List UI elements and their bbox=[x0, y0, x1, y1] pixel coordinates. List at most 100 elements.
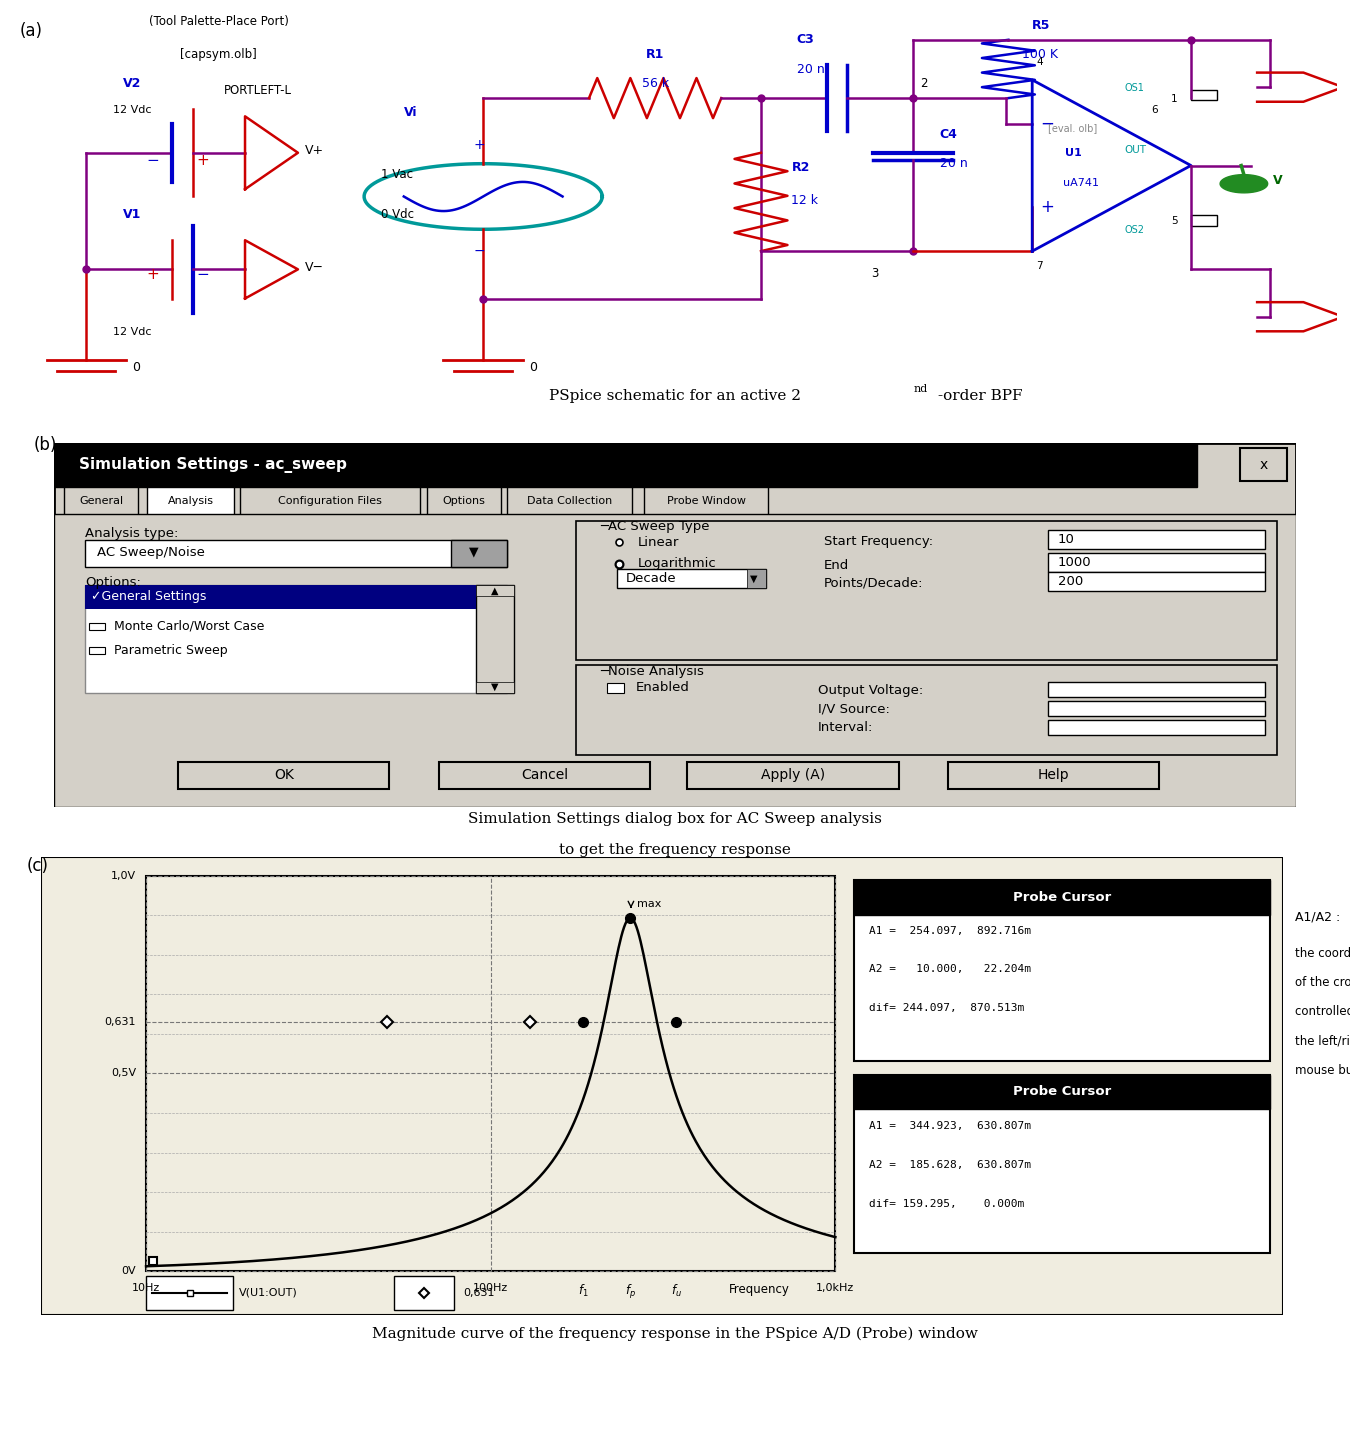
Text: ─Noise Analysis: ─Noise Analysis bbox=[601, 666, 705, 679]
Text: 12 Vdc: 12 Vdc bbox=[113, 104, 151, 114]
Text: Frequency: Frequency bbox=[729, 1283, 790, 1296]
Text: 1 Vac: 1 Vac bbox=[381, 169, 413, 181]
Text: dif= 244.097,  870.513m: dif= 244.097, 870.513m bbox=[869, 1003, 1025, 1013]
Bar bbox=[240, 487, 420, 516]
Text: the left/right: the left/right bbox=[1295, 1035, 1350, 1047]
Text: Parametric Sweep: Parametric Sweep bbox=[113, 644, 227, 657]
Text: PORTLEFT-L: PORTLEFT-L bbox=[224, 84, 292, 97]
Text: 1,0kHz: 1,0kHz bbox=[817, 1283, 855, 1293]
Bar bbox=[1191, 90, 1218, 100]
Text: A1/A2 :: A1/A2 : bbox=[1295, 910, 1341, 923]
Text: 0,631: 0,631 bbox=[105, 1016, 136, 1026]
Text: V+: V+ bbox=[305, 144, 324, 157]
Bar bbox=[477, 584, 513, 693]
Text: PSpice schematic for an active 2: PSpice schematic for an active 2 bbox=[549, 389, 801, 403]
Bar bbox=[85, 584, 477, 609]
Text: 0,5V: 0,5V bbox=[111, 1069, 136, 1079]
Text: (a): (a) bbox=[20, 21, 43, 40]
Text: [capsym.olb]: [capsym.olb] bbox=[180, 49, 256, 61]
Text: 5: 5 bbox=[1170, 216, 1177, 226]
Text: V2: V2 bbox=[123, 77, 142, 90]
Bar bbox=[1048, 553, 1265, 573]
Text: A2 =   10.000,   22.204m: A2 = 10.000, 22.204m bbox=[869, 965, 1031, 975]
Text: 10: 10 bbox=[1057, 533, 1075, 546]
Text: Output Voltage:: Output Voltage: bbox=[818, 683, 923, 696]
Bar bbox=[146, 1276, 234, 1310]
Text: $f_1$: $f_1$ bbox=[578, 1283, 589, 1299]
Text: x: x bbox=[1260, 457, 1268, 472]
Bar bbox=[855, 880, 1270, 1060]
Text: OS2: OS2 bbox=[1125, 224, 1145, 234]
Text: 200: 200 bbox=[1057, 574, 1083, 587]
Text: 12 k: 12 k bbox=[791, 194, 818, 207]
Text: I/V Source:: I/V Source: bbox=[818, 703, 890, 716]
Text: (c): (c) bbox=[27, 857, 49, 876]
Text: V(U1:OUT): V(U1:OUT) bbox=[239, 1288, 298, 1298]
Text: Options:: Options: bbox=[85, 576, 140, 589]
Bar bbox=[147, 487, 234, 516]
Text: uA741: uA741 bbox=[1062, 177, 1099, 187]
Text: 4: 4 bbox=[1037, 57, 1042, 67]
Text: C4: C4 bbox=[940, 129, 957, 141]
Text: mouse button: mouse button bbox=[1295, 1065, 1350, 1077]
Bar bbox=[1048, 720, 1265, 735]
Text: OS1: OS1 bbox=[1125, 83, 1145, 93]
Text: the coordinate: the coordinate bbox=[1295, 947, 1350, 960]
Text: of the cross cursor: of the cross cursor bbox=[1295, 976, 1350, 989]
Text: 7: 7 bbox=[1037, 262, 1042, 272]
Text: 0: 0 bbox=[132, 362, 140, 374]
Text: 2: 2 bbox=[919, 77, 927, 90]
Text: 1,0V: 1,0V bbox=[111, 870, 136, 880]
Bar bbox=[575, 522, 1277, 660]
Bar bbox=[394, 1276, 454, 1310]
Text: 100 K: 100 K bbox=[1022, 49, 1057, 61]
Text: Enabled: Enabled bbox=[636, 682, 688, 694]
Text: Analysis: Analysis bbox=[167, 496, 213, 506]
Bar bbox=[606, 683, 624, 693]
Bar bbox=[1048, 682, 1265, 697]
Text: −: − bbox=[474, 244, 486, 259]
Text: −: − bbox=[1040, 114, 1054, 133]
Text: U1: U1 bbox=[1065, 149, 1083, 159]
Text: Probe Window: Probe Window bbox=[667, 496, 745, 506]
Text: (b): (b) bbox=[34, 436, 57, 454]
Text: 20 n: 20 n bbox=[796, 63, 825, 76]
Text: Logarithmic: Logarithmic bbox=[637, 557, 717, 570]
Text: max: max bbox=[637, 899, 662, 909]
Text: Interval:: Interval: bbox=[818, 722, 873, 735]
Text: 0 Vdc: 0 Vdc bbox=[381, 209, 414, 221]
Bar bbox=[54, 443, 1196, 487]
Text: $f_u$: $f_u$ bbox=[671, 1283, 682, 1299]
Text: Probe Cursor: Probe Cursor bbox=[1012, 892, 1111, 905]
Bar bbox=[451, 540, 508, 567]
Text: controlled by: controlled by bbox=[1295, 1006, 1350, 1019]
Text: 6: 6 bbox=[1152, 104, 1158, 114]
Text: Apply (A): Apply (A) bbox=[761, 769, 825, 782]
Text: −: − bbox=[196, 267, 209, 283]
Text: ▼: ▼ bbox=[468, 546, 479, 559]
Bar bbox=[1048, 530, 1265, 549]
Bar bbox=[508, 487, 632, 516]
Bar bbox=[439, 762, 651, 789]
Text: C3: C3 bbox=[796, 33, 814, 46]
Bar bbox=[747, 569, 765, 587]
Text: ▼: ▼ bbox=[749, 573, 757, 583]
Text: 10Hz: 10Hz bbox=[132, 1283, 161, 1293]
Text: +: + bbox=[1040, 199, 1054, 216]
Text: Decade: Decade bbox=[625, 572, 676, 584]
Bar bbox=[617, 569, 765, 587]
Bar bbox=[178, 762, 389, 789]
Bar bbox=[63, 487, 139, 516]
Text: -order BPF: -order BPF bbox=[938, 389, 1023, 403]
Text: AC Sweep/Noise: AC Sweep/Noise bbox=[97, 546, 205, 559]
Bar bbox=[1191, 216, 1218, 226]
Text: 1: 1 bbox=[1170, 94, 1177, 104]
Text: 0V: 0V bbox=[122, 1266, 136, 1276]
Text: Simulation Settings dialog box for AC Sweep analysis: Simulation Settings dialog box for AC Sw… bbox=[468, 812, 882, 826]
Bar bbox=[89, 623, 105, 630]
Bar bbox=[54, 514, 1296, 807]
Text: Cancel: Cancel bbox=[521, 769, 568, 782]
Text: R2: R2 bbox=[791, 161, 810, 174]
Text: ▲: ▲ bbox=[491, 586, 498, 596]
Text: End: End bbox=[824, 559, 849, 572]
